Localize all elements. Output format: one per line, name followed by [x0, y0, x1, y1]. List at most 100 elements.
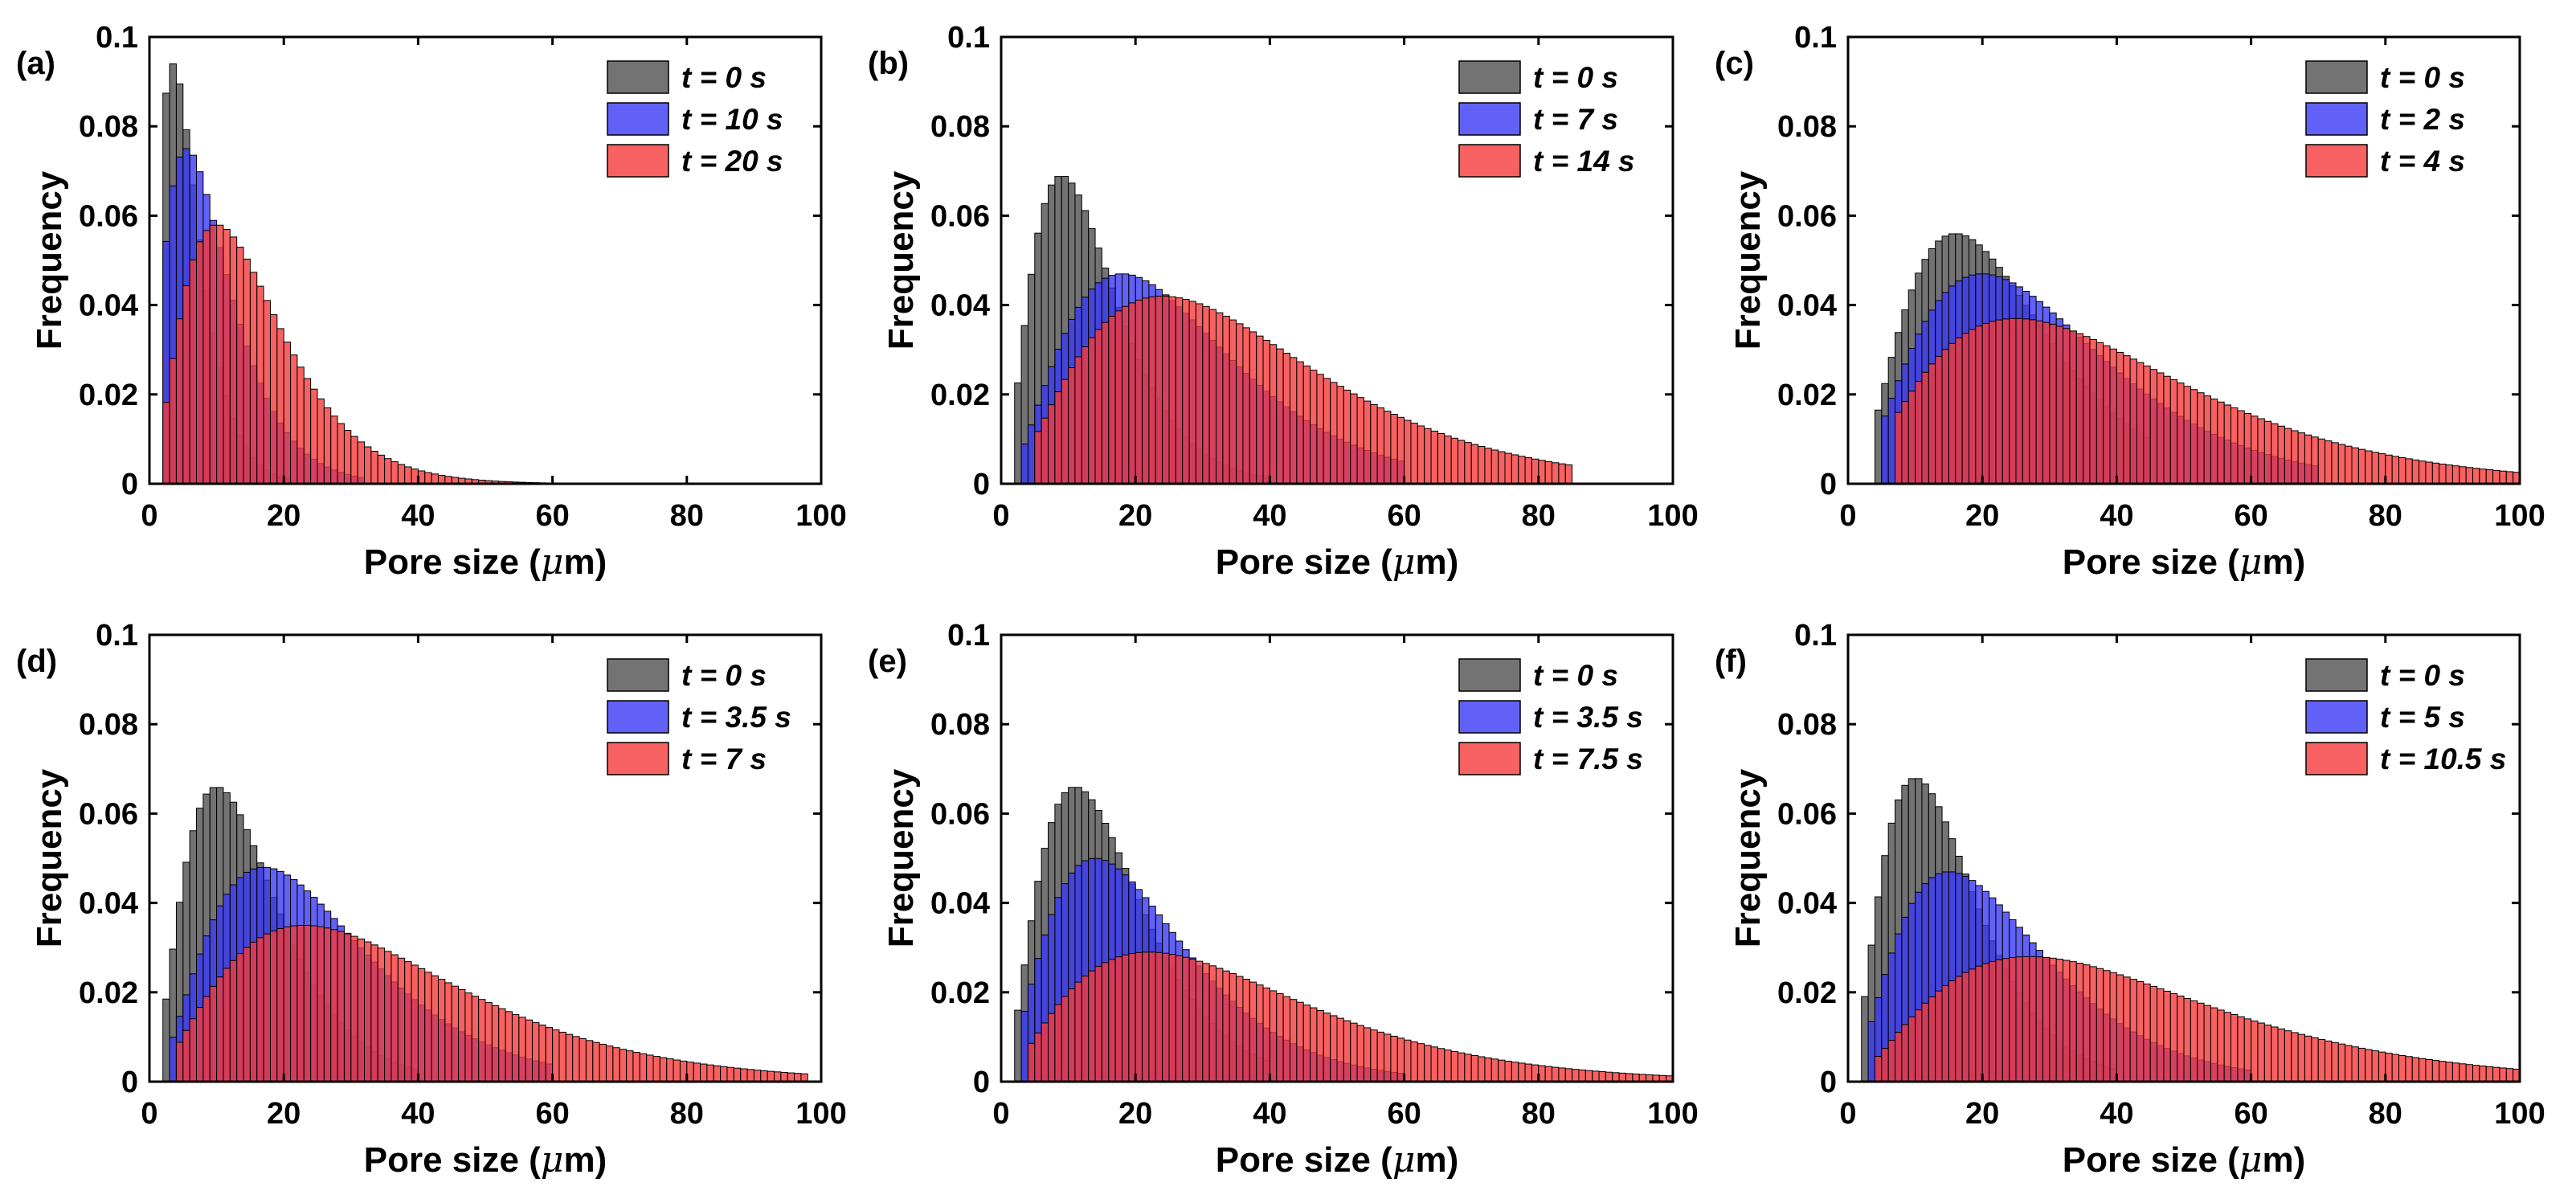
bar — [2075, 333, 2084, 485]
bar — [1142, 951, 1150, 1082]
y-tick-label: 0 — [973, 1066, 990, 1099]
bar — [2190, 389, 2198, 485]
bar — [2203, 395, 2211, 485]
bar — [2451, 465, 2460, 485]
bar — [2063, 960, 2071, 1082]
bar — [1444, 1050, 1452, 1082]
bar — [1216, 968, 1224, 1082]
bar — [1915, 1009, 1923, 1082]
legend-swatch — [1458, 742, 1521, 775]
bar — [2465, 467, 2473, 485]
bar — [2022, 318, 2030, 485]
y-tick-label: 0.02 — [930, 378, 990, 412]
y-tick-label: 0 — [1820, 468, 1837, 501]
bar — [1108, 315, 1116, 485]
bar — [1450, 437, 1458, 485]
bar — [2096, 968, 2104, 1082]
legend-swatch — [607, 700, 669, 734]
bar — [1901, 401, 1909, 485]
bar — [343, 933, 352, 1082]
bar — [1524, 457, 1532, 485]
bar — [1612, 1072, 1620, 1082]
bar — [1564, 464, 1573, 485]
bar — [1182, 956, 1190, 1082]
bar — [1376, 407, 1385, 485]
bar — [1343, 389, 1351, 485]
bar — [592, 1041, 600, 1082]
bar — [1323, 1013, 1331, 1082]
y-tick-label: 0.02 — [1777, 378, 1837, 412]
bar — [2492, 1066, 2500, 1082]
bar — [1114, 956, 1122, 1082]
panel-d: 0 20 40 60 80 100 0 0.02 0.04 0.06 0.08 0.1 Pore siz… — [16, 619, 847, 1180]
bar — [2345, 445, 2353, 485]
bar — [1323, 378, 1331, 485]
bar — [2451, 1062, 2460, 1082]
bar — [236, 246, 244, 485]
bar — [2042, 956, 2051, 1082]
bar — [196, 1007, 204, 1082]
bar — [2411, 459, 2420, 485]
bar — [2391, 1054, 2400, 1082]
bar — [673, 1059, 681, 1082]
x-tick-label: 40 — [401, 1097, 435, 1131]
bar — [209, 985, 218, 1082]
bar — [2365, 1049, 2373, 1082]
x-axis-label: Pore size (μm) — [364, 1140, 607, 1180]
bar — [1928, 996, 1936, 1082]
bar — [1155, 951, 1163, 1082]
x-axis-label: Pore size (μm) — [364, 542, 607, 583]
bar — [2405, 1056, 2413, 1082]
bar — [377, 947, 386, 1082]
bar — [2351, 1046, 2359, 1082]
x-tick-label: 20 — [1118, 499, 1152, 533]
bar — [2304, 434, 2312, 485]
bar — [1370, 403, 1378, 485]
bar — [464, 992, 472, 1082]
bar — [2230, 407, 2239, 485]
bar — [2243, 1018, 2252, 1082]
bar — [1216, 312, 1224, 485]
legend: t = 0 s t = 7 s t = 14 s — [1458, 60, 1635, 178]
bar — [1921, 1002, 1929, 1082]
x-tick-label: 100 — [795, 499, 846, 533]
bar — [2243, 413, 2252, 485]
bar — [189, 1018, 198, 1082]
legend-swatch — [2305, 102, 2368, 136]
bar — [437, 474, 446, 485]
bar — [1041, 417, 1049, 485]
bar — [498, 1008, 506, 1082]
bar — [2337, 444, 2346, 485]
bar — [1222, 316, 1230, 485]
bar — [269, 314, 278, 485]
bar — [1269, 990, 1278, 1082]
bar — [276, 928, 284, 1082]
x-tick-label: 40 — [2100, 499, 2133, 533]
bar — [2351, 447, 2359, 485]
bar — [1376, 1031, 1385, 1082]
panel-b: 0 20 40 60 80 100 0 0.02 0.04 0.06 0.08 0.1 Pore siz… — [868, 21, 1699, 583]
x-tick-label: 60 — [2234, 1097, 2267, 1131]
bar — [229, 960, 238, 1082]
x-tick-label: 20 — [267, 1097, 301, 1131]
y-tick-label: 0.04 — [930, 289, 990, 323]
bar — [2096, 342, 2104, 485]
bar — [1269, 344, 1278, 485]
bar — [1048, 1013, 1056, 1082]
series-2 — [1034, 296, 1573, 485]
bar — [1887, 398, 1896, 485]
x-tick-label: 40 — [401, 499, 435, 533]
bar — [437, 979, 446, 1082]
x-tick-label: 0 — [992, 1097, 1009, 1131]
bar — [2009, 957, 2017, 1082]
bar — [1175, 297, 1184, 485]
bar — [2129, 979, 2137, 1082]
bar — [1249, 981, 1257, 1082]
bar — [243, 258, 251, 485]
bar — [1195, 303, 1204, 485]
bar — [243, 947, 251, 1082]
x-tick-label: 20 — [1965, 1097, 1999, 1131]
bar — [2136, 981, 2145, 1082]
bar — [1410, 423, 1418, 485]
bar — [1208, 309, 1217, 485]
